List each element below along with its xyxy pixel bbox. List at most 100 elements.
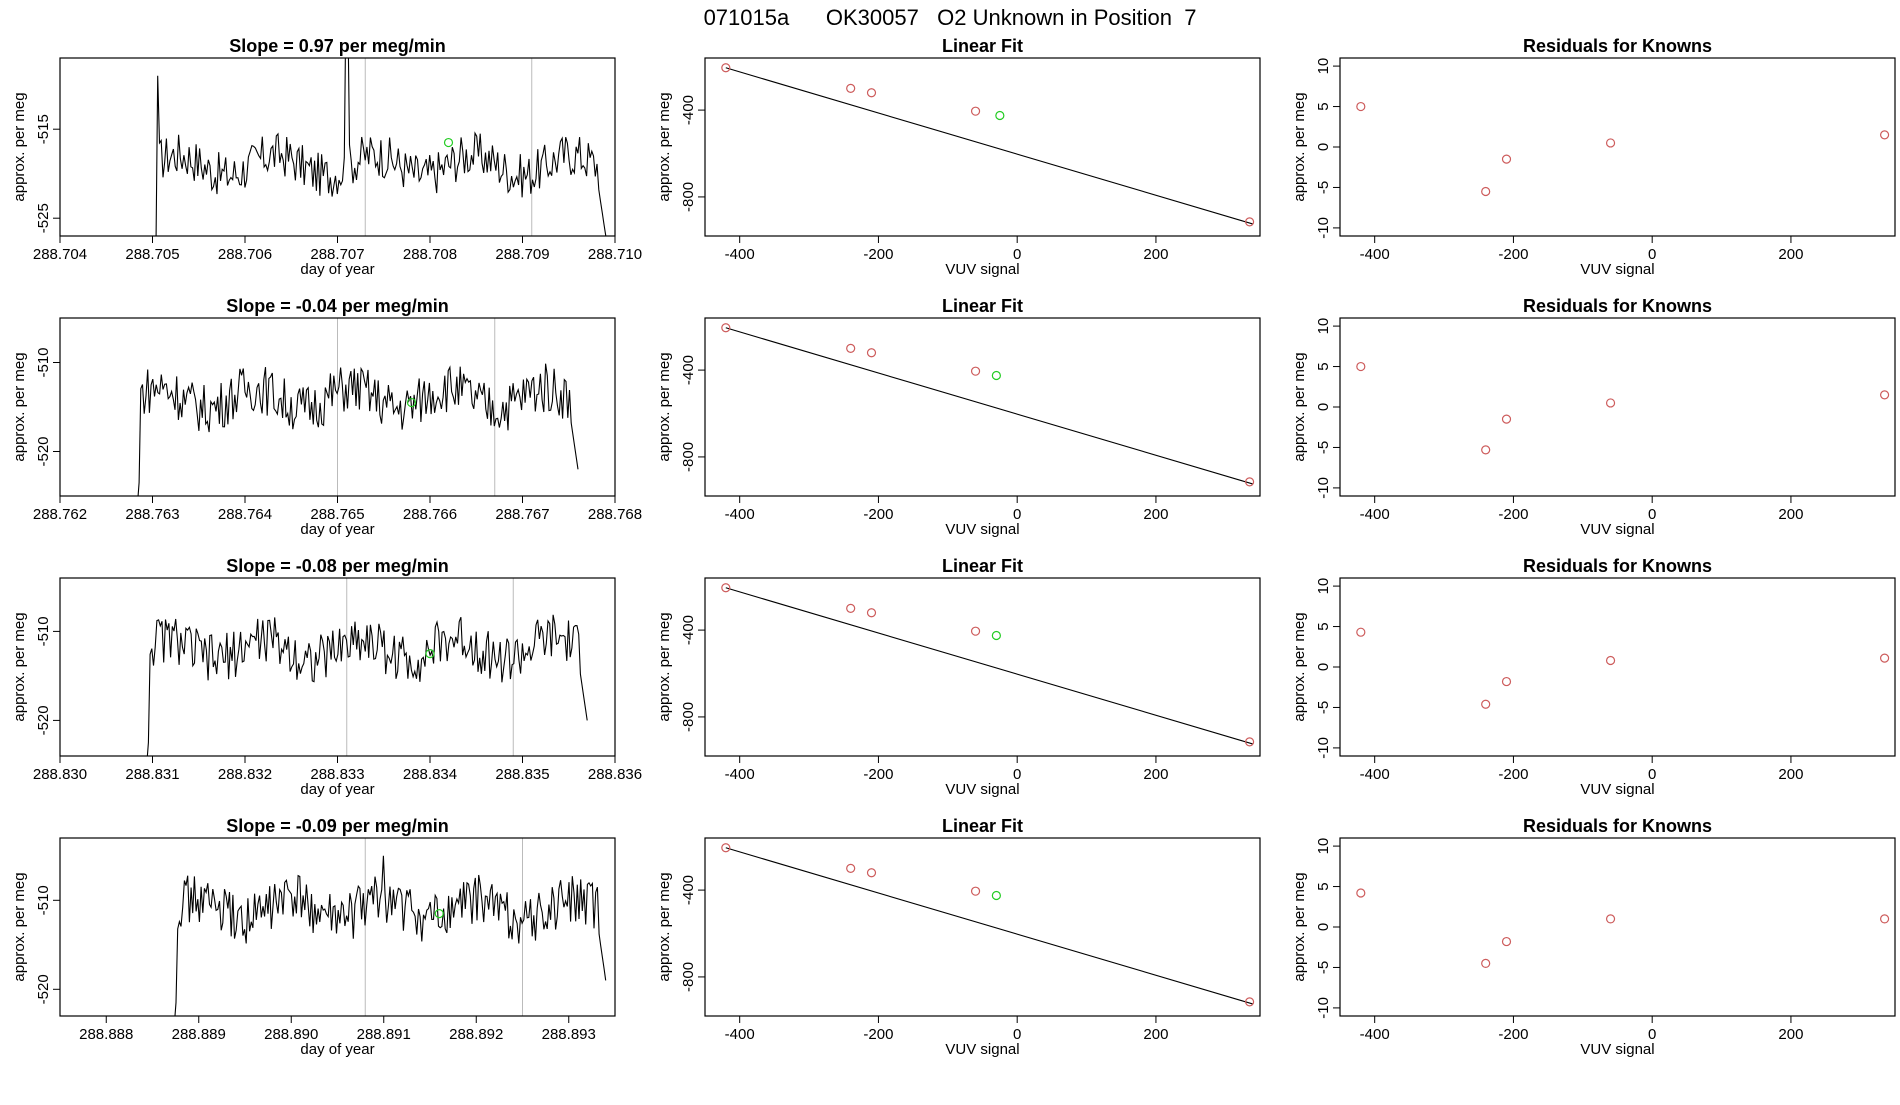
known-point xyxy=(1605,655,1616,666)
x-tick-label: -400 xyxy=(725,506,755,523)
known-point xyxy=(721,323,731,333)
y-tick-label: -800 xyxy=(680,442,697,472)
known-point xyxy=(1481,186,1491,197)
panel-r0-c0: Slope = 0.97 per meg/min 288.704 288.705 28… xyxy=(11,36,642,278)
y-tick-label: -800 xyxy=(680,962,697,992)
x-tick-label: 288.706 xyxy=(218,246,272,263)
x-tick-label: 200 xyxy=(1143,1026,1168,1043)
plot-frame xyxy=(704,837,1261,1017)
x-tick-label: 288.762 xyxy=(33,506,87,523)
x-axis-label: day of year xyxy=(300,521,374,538)
x-tick-label: -200 xyxy=(1498,506,1528,523)
y-tick-label: 5 xyxy=(1315,362,1332,370)
x-tick-label: 200 xyxy=(1143,246,1168,263)
y-axis-label: approx. per meg xyxy=(1291,92,1308,201)
known-point xyxy=(970,886,981,896)
x-tick-label: -400 xyxy=(725,246,755,263)
x-tick-label: 288.768 xyxy=(588,506,642,523)
x-tick-label: -200 xyxy=(863,506,893,523)
panel-r2-c2: Residuals for Knowns -400 -200 0 200 10 5 0 -5 -1… xyxy=(1291,556,1896,798)
known-point xyxy=(1356,361,1366,372)
x-tick-label: 288.704 xyxy=(33,246,87,263)
data-area xyxy=(174,838,607,1016)
y-axis-label: approx. per meg xyxy=(1291,612,1308,721)
known-point xyxy=(1605,398,1616,408)
panel-r3-c2: Residuals for Knowns -400 -200 0 200 10 5 0 -5 -1… xyxy=(1291,816,1896,1058)
x-axis-label: VUV signal xyxy=(1580,261,1654,278)
y-tick-label: -510 xyxy=(35,885,52,915)
panel-r2-c0: Slope = -0.08 per meg/min 288.830 288.831 2… xyxy=(11,556,642,798)
unknown-point xyxy=(443,137,454,148)
y-tick-label: -510 xyxy=(35,347,52,377)
panel-title: Residuals for Knowns xyxy=(1523,296,1712,316)
known-point xyxy=(1501,154,1512,164)
x-tick-label: -400 xyxy=(1360,246,1390,263)
x-tick-label: 200 xyxy=(1143,506,1168,523)
known-point xyxy=(1501,936,1512,947)
known-point xyxy=(866,868,877,878)
y-tick-label: 0 xyxy=(1315,403,1332,411)
x-tick-label: 200 xyxy=(1143,766,1168,783)
panel-title: Slope = -0.08 per meg/min xyxy=(226,556,449,576)
y-tick-label: 0 xyxy=(1315,143,1332,151)
panel-title: Slope = -0.09 per meg/min xyxy=(226,816,449,836)
y-axis-label: approx. per meg xyxy=(656,352,673,461)
x-tick-label: 288.889 xyxy=(172,1026,226,1043)
x-tick-label: -200 xyxy=(1498,246,1528,263)
x-tick-label: 288.888 xyxy=(79,1026,133,1043)
data-area xyxy=(146,578,588,756)
known-point xyxy=(1605,138,1616,148)
fit-line xyxy=(725,67,1254,225)
x-tick-label: -200 xyxy=(863,766,893,783)
panel-title: Linear Fit xyxy=(942,816,1023,836)
y-tick-label: -800 xyxy=(680,182,697,212)
plot-frame xyxy=(59,57,616,237)
data-area xyxy=(721,323,1255,487)
x-tick-label: 0 xyxy=(1013,506,1021,523)
x-tick-label: 0 xyxy=(1648,506,1656,523)
panel-r0-c2: Residuals for Knowns -400 -200 0 200 10 5 0 -5 -1… xyxy=(1291,36,1896,278)
plot-frame xyxy=(704,57,1261,237)
y-axis-label: approx. per meg xyxy=(11,872,28,981)
y-tick-label: 5 xyxy=(1315,622,1332,630)
x-tick-label: -200 xyxy=(1498,1026,1528,1043)
x-tick-label: 288.891 xyxy=(357,1026,411,1043)
y-axis-label: approx. per meg xyxy=(656,612,673,721)
x-tick-label: 288.890 xyxy=(264,1026,318,1043)
x-tick-label: 288.709 xyxy=(495,246,549,263)
known-point xyxy=(1356,101,1366,112)
x-tick-label: 288.832 xyxy=(218,766,272,783)
y-axis-label: approx. per meg xyxy=(11,612,28,721)
y-tick-label: -800 xyxy=(680,702,697,732)
y-tick-label: 0 xyxy=(1315,663,1332,671)
panel-r0-c1: Linear Fit -400 -200 0 200 -400 -800 VUV signal… xyxy=(656,36,1261,278)
fit-line xyxy=(725,847,1254,1005)
fit-line xyxy=(725,587,1254,745)
x-axis-label: day of year xyxy=(300,781,374,798)
x-tick-label: -400 xyxy=(1360,766,1390,783)
known-point xyxy=(1244,217,1255,227)
plot-frame xyxy=(1339,57,1896,237)
known-point xyxy=(846,603,856,613)
y-tick-label: 10 xyxy=(1315,838,1332,855)
x-axis-label: VUV signal xyxy=(1580,1041,1654,1058)
known-point xyxy=(1481,699,1491,709)
panel-title: Linear Fit xyxy=(942,556,1023,576)
x-tick-label: 288.766 xyxy=(403,506,457,523)
x-tick-label: 200 xyxy=(1778,506,1803,523)
page-title: 071015a OK30057 O2 Unknown in Position 7 xyxy=(704,5,1197,30)
x-tick-label: 0 xyxy=(1013,246,1021,263)
known-point xyxy=(866,608,877,618)
plot-frame xyxy=(1339,577,1896,757)
x-tick-label: 288.767 xyxy=(495,506,549,523)
known-point xyxy=(1879,390,1890,400)
panel-r1-c1: Linear Fit -400 -200 0 200 -400 -800 VUV signal… xyxy=(656,296,1261,538)
data-area xyxy=(1356,888,1890,969)
known-point xyxy=(866,348,877,358)
unknown-point xyxy=(991,630,1001,641)
x-tick-label: 0 xyxy=(1013,766,1021,783)
x-tick-label: 288.831 xyxy=(125,766,179,783)
y-tick-label: -400 xyxy=(680,95,697,125)
y-axis-label: approx. per meg xyxy=(656,92,673,201)
